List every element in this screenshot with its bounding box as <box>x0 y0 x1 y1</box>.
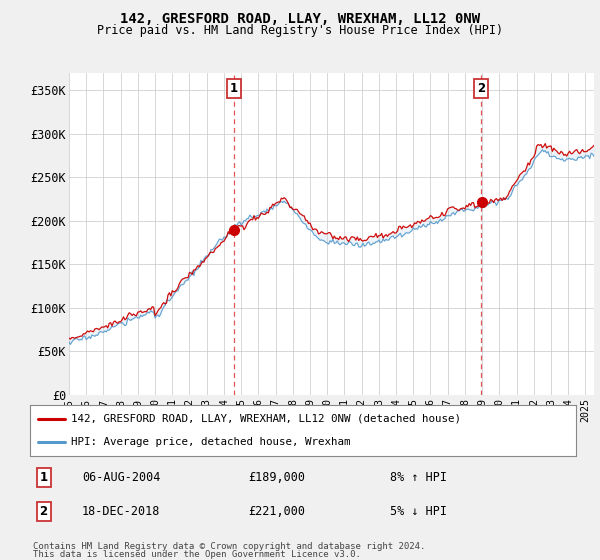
Text: £221,000: £221,000 <box>248 505 305 517</box>
Text: 2: 2 <box>40 505 48 517</box>
Text: 2: 2 <box>478 82 485 95</box>
Text: 1: 1 <box>230 82 238 95</box>
Text: 18-DEC-2018: 18-DEC-2018 <box>82 505 160 517</box>
Text: 1: 1 <box>40 470 48 484</box>
Text: HPI: Average price, detached house, Wrexham: HPI: Average price, detached house, Wrex… <box>71 437 350 447</box>
Text: 5% ↓ HPI: 5% ↓ HPI <box>391 505 448 517</box>
Text: Price paid vs. HM Land Registry's House Price Index (HPI): Price paid vs. HM Land Registry's House … <box>97 24 503 36</box>
Text: 06-AUG-2004: 06-AUG-2004 <box>82 470 160 484</box>
Text: £189,000: £189,000 <box>248 470 305 484</box>
Text: 142, GRESFORD ROAD, LLAY, WREXHAM, LL12 0NW: 142, GRESFORD ROAD, LLAY, WREXHAM, LL12 … <box>120 12 480 26</box>
Text: Contains HM Land Registry data © Crown copyright and database right 2024.: Contains HM Land Registry data © Crown c… <box>33 542 425 551</box>
Text: 8% ↑ HPI: 8% ↑ HPI <box>391 470 448 484</box>
Text: 142, GRESFORD ROAD, LLAY, WREXHAM, LL12 0NW (detached house): 142, GRESFORD ROAD, LLAY, WREXHAM, LL12 … <box>71 414 461 424</box>
Text: This data is licensed under the Open Government Licence v3.0.: This data is licensed under the Open Gov… <box>33 550 361 559</box>
